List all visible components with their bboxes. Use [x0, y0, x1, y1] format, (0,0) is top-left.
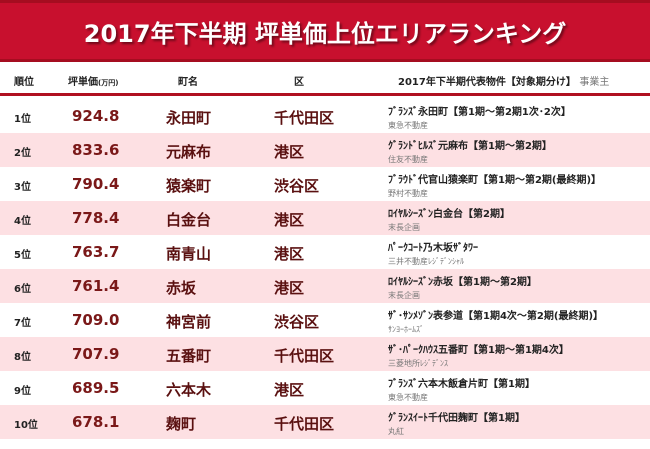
- cell-rank: 1位: [14, 114, 31, 125]
- cell-property: ﾌﾞﾗﾝｽﾞ六本木飯倉片町【第1期】: [388, 379, 535, 390]
- cell-property: ﾊﾟｰｸｺｰﾄ乃木坂ｻﾞﾀﾜｰ: [388, 243, 478, 254]
- header-price-label: 坪単価: [68, 77, 98, 88]
- table-row: 10位 678.1 麹町 千代田区 ｸﾞﾗﾝｽｲｰﾄ千代田麹町【第1期】 丸紅: [0, 405, 650, 439]
- header-property: 2017年下半期代表物件【対象期分け】 事業主: [398, 73, 609, 88]
- cell-price: 763.7: [72, 243, 120, 261]
- table-row: 8位 707.9 五番町 千代田区 ｻﾞ･ﾊﾟｰｸﾊｳｽ五番町【第1期～第1期4次】 三菱…: [0, 337, 650, 371]
- cell-rank: 4位: [14, 216, 31, 227]
- cell-rank: 5位: [14, 250, 31, 261]
- cell-rank: 3位: [14, 182, 31, 193]
- cell-price: 709.0: [72, 311, 120, 329]
- cell-ward: 港区: [274, 211, 305, 229]
- cell-price: 707.9: [72, 345, 120, 363]
- cell-property: ﾛｲﾔﾙｼｰｽﾞﾝ白金台【第2期】: [388, 209, 510, 220]
- cell-developer: 三井不動産ﾚｼﾞﾃﾞﾝｼｬﾙ: [388, 257, 464, 266]
- cell-ward: 港区: [274, 381, 305, 399]
- cell-property: ｸﾞﾗﾝﾄﾞﾋﾙｽﾞ元麻布【第1期～第2期】: [388, 141, 552, 152]
- cell-ward: 千代田区: [274, 109, 335, 127]
- cell-ward: 千代田区: [274, 415, 335, 433]
- cell-property: ｻﾞ･ｻﾝﾒｿﾞﾝ表参道【第1期4次～第2期(最終期)】: [388, 311, 604, 322]
- cell-rank: 8位: [14, 352, 31, 363]
- cell-ward: 渋谷区: [274, 313, 320, 331]
- ranking-table: 1位 924.8 永田町 千代田区 ﾌﾞﾗﾝｽﾞ永田町【第1期～第2期1次･2次】 東急不…: [0, 99, 650, 439]
- cell-price: 689.5: [72, 379, 120, 397]
- cell-property: ﾛｲﾔﾙｼｰｽﾞﾝ赤坂【第1期～第2期】: [388, 277, 537, 288]
- cell-ward: 渋谷区: [274, 177, 320, 195]
- page-title: 2017年下半期 坪単価上位エリアランキング: [83, 19, 567, 48]
- cell-property: ﾌﾞﾗﾝｽﾞ永田町【第1期～第2期1次･2次】: [388, 107, 571, 118]
- table-row: 9位 689.5 六本木 港区 ﾌﾞﾗﾝｽﾞ六本木飯倉片町【第1期】 東急不動産: [0, 371, 650, 405]
- table-row: 7位 709.0 神宮前 渋谷区 ｻﾞ･ｻﾝﾒｿﾞﾝ表参道【第1期4次～第2期(最終期)…: [0, 303, 650, 337]
- table-header: 順位 坪単価(万円) 町名 区 2017年下半期代表物件【対象期分け】 事業主: [0, 62, 650, 96]
- cell-developer: 野村不動産: [388, 189, 428, 198]
- cell-rank: 2位: [14, 148, 31, 159]
- header-price-unit: (万円): [98, 79, 119, 87]
- header-rank: 順位: [14, 77, 34, 88]
- table-row: 1位 924.8 永田町 千代田区 ﾌﾞﾗﾝｽﾞ永田町【第1期～第2期1次･2次】 東急不…: [0, 99, 650, 133]
- header-property-label: 2017年下半期代表物件【対象期分け】: [398, 77, 576, 88]
- cell-ward: 港区: [274, 143, 305, 161]
- cell-town: 南青山: [166, 245, 212, 263]
- cell-rank: 10位: [14, 420, 38, 431]
- cell-price: 761.4: [72, 277, 120, 295]
- cell-developer: 三菱地所ﾚｼﾞﾃﾞﾝｽ: [388, 359, 448, 368]
- cell-town: 神宮前: [166, 313, 212, 331]
- cell-ward: 千代田区: [274, 347, 335, 365]
- header-ward: 区: [294, 77, 304, 88]
- cell-rank: 7位: [14, 318, 31, 329]
- cell-town: 麹町: [166, 415, 197, 433]
- cell-developer: 末長企画: [388, 223, 420, 232]
- cell-price: 833.6: [72, 141, 120, 159]
- table-row: 6位 761.4 赤坂 港区 ﾛｲﾔﾙｼｰｽﾞﾝ赤坂【第1期～第2期】 末長企画: [0, 269, 650, 303]
- cell-property: ｻﾞ･ﾊﾟｰｸﾊｳｽ五番町【第1期～第1期4次】: [388, 345, 569, 356]
- cell-town: 六本木: [166, 381, 212, 399]
- cell-town: 赤坂: [166, 279, 197, 297]
- header-town: 町名: [178, 77, 198, 88]
- cell-developer: 東急不動産: [388, 393, 428, 402]
- cell-developer: 丸紅: [388, 427, 404, 436]
- cell-property: ｸﾞﾗﾝｽｲｰﾄ千代田麹町【第1期】: [388, 413, 525, 424]
- table-row: 3位 790.4 猿楽町 渋谷区 ﾌﾞﾗｳﾄﾞ代官山猿楽町【第1期～第2期(最終期)】野…: [0, 167, 650, 201]
- cell-rank: 6位: [14, 284, 31, 295]
- cell-price: 678.1: [72, 413, 120, 431]
- table-row: 5位 763.7 南青山 港区 ﾊﾟｰｸｺｰﾄ乃木坂ｻﾞﾀﾜｰ 三井不動産ﾚｼﾞﾃﾞﾝｼｬ…: [0, 235, 650, 269]
- cell-rank: 9位: [14, 386, 31, 397]
- cell-town: 元麻布: [166, 143, 212, 161]
- cell-ward: 港区: [274, 279, 305, 297]
- cell-ward: 港区: [274, 245, 305, 263]
- cell-developer: 住友不動産: [388, 155, 428, 164]
- cell-developer: ｻﾝﾖｰﾎｰﾑｽﾞ: [388, 325, 424, 334]
- cell-property: ﾌﾞﾗｳﾄﾞ代官山猿楽町【第1期～第2期(最終期)】: [388, 175, 602, 186]
- cell-price: 924.8: [72, 107, 120, 125]
- cell-price: 790.4: [72, 175, 120, 193]
- cell-developer: 東急不動産: [388, 121, 428, 130]
- cell-price: 778.4: [72, 209, 120, 227]
- cell-developer: 末長企画: [388, 291, 420, 300]
- cell-town: 猿楽町: [166, 177, 212, 195]
- cell-town: 永田町: [166, 109, 212, 127]
- cell-town: 五番町: [166, 347, 212, 365]
- header-price: 坪単価(万円): [68, 73, 118, 88]
- cell-town: 白金台: [166, 211, 212, 229]
- title-banner: 2017年下半期 坪単価上位エリアランキング: [0, 0, 650, 62]
- table-row: 4位 778.4 白金台 港区 ﾛｲﾔﾙｼｰｽﾞﾝ白金台【第2期】 末長企画: [0, 201, 650, 235]
- table-row: 2位 833.6 元麻布 港区 ｸﾞﾗﾝﾄﾞﾋﾙｽﾞ元麻布【第1期～第2期】 住友不動産: [0, 133, 650, 167]
- header-developer: 事業主: [579, 77, 610, 88]
